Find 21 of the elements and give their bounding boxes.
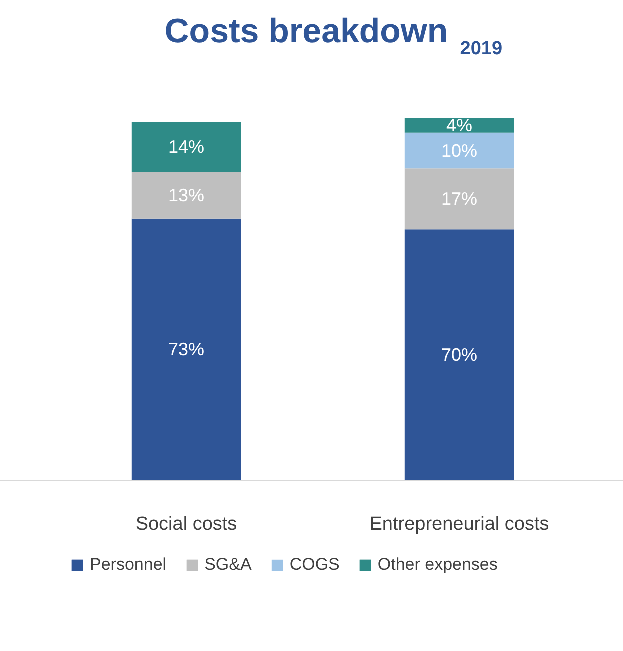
bar	[404, 132, 514, 169]
bar	[132, 218, 242, 480]
legend-label: SG&A	[204, 555, 252, 575]
data-label: 10%	[441, 140, 478, 161]
bar	[404, 118, 514, 133]
bar	[132, 172, 242, 219]
chart-title: Costs breakdown 2019	[164, 12, 503, 60]
data-label: 17%	[441, 189, 478, 210]
data-label: 14%	[168, 137, 205, 158]
data-label: 4%	[446, 116, 473, 136]
data-label: 73%	[168, 340, 205, 360]
x-tick-label: Social costs	[136, 514, 238, 535]
legend-label: COGS	[290, 555, 340, 575]
data-label: 13%	[168, 186, 205, 206]
bar	[404, 168, 514, 230]
legend-label: Other expenses	[378, 555, 498, 575]
bar	[132, 122, 242, 172]
legend-label: Personnel	[90, 555, 167, 575]
bar	[404, 230, 514, 480]
data-label: 70%	[441, 345, 478, 366]
x-tick-label: Entrepreneurial costs	[370, 514, 550, 535]
